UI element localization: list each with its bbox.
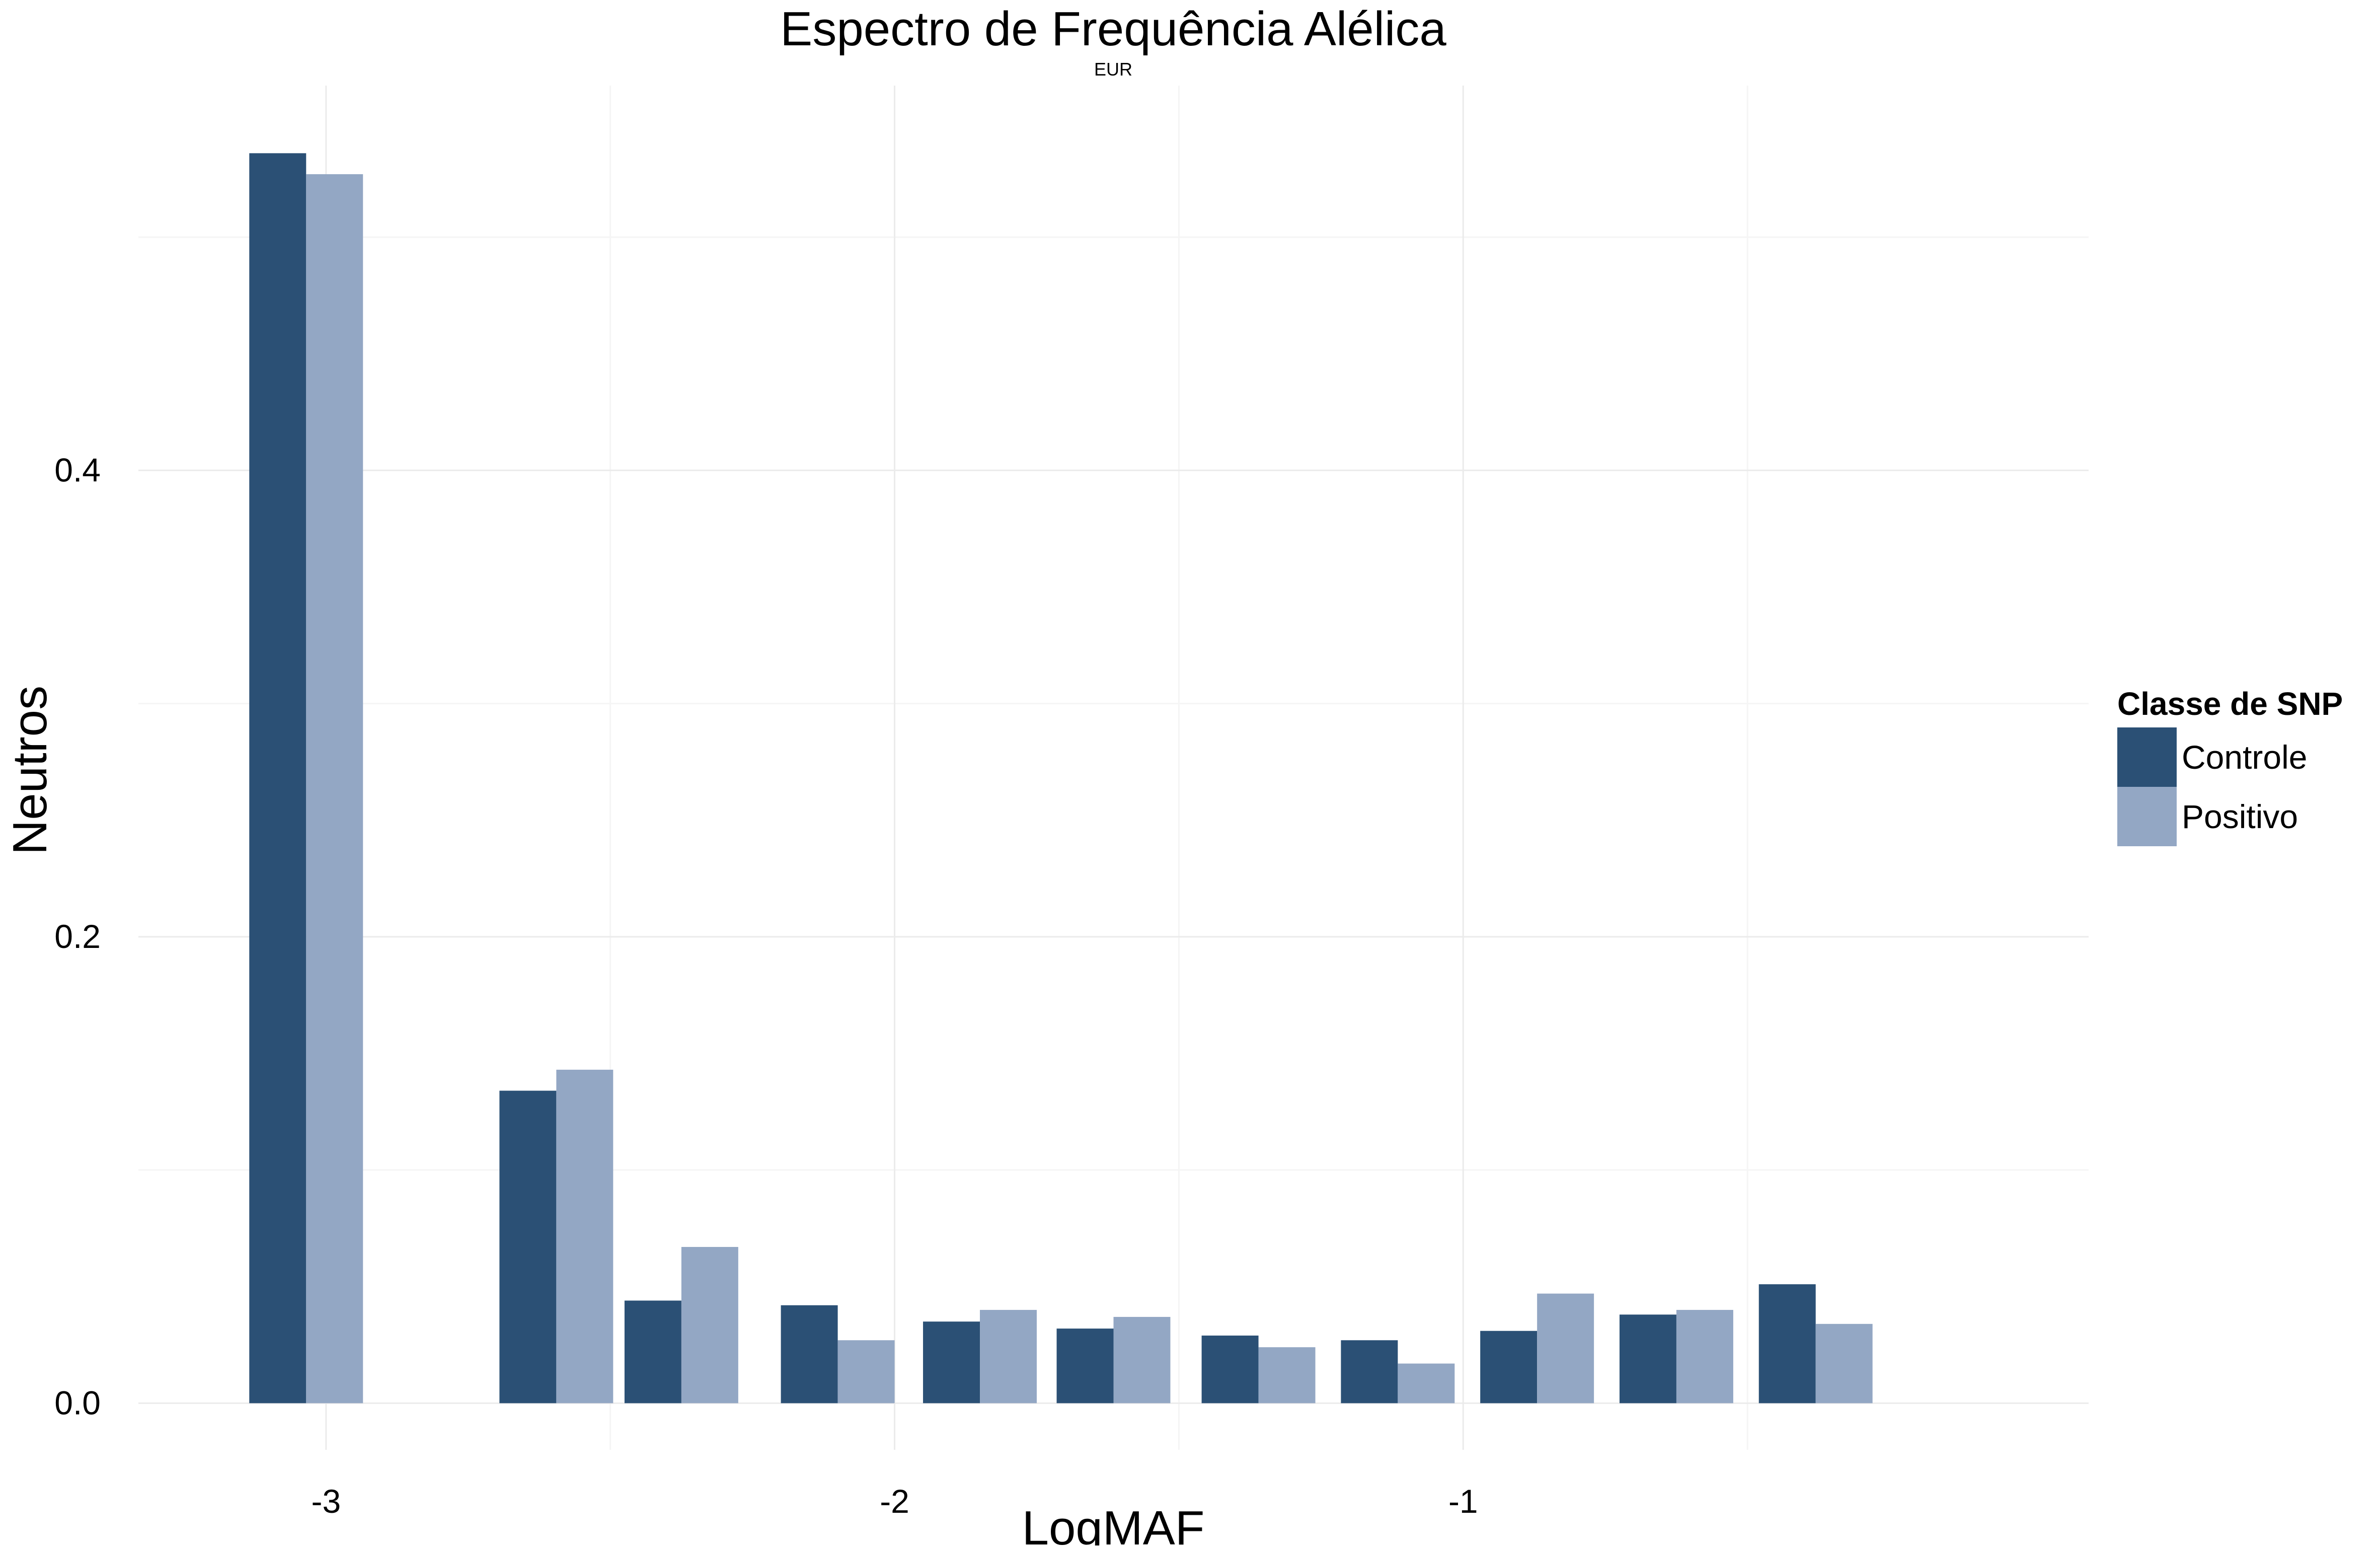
bar-controle — [1480, 1331, 1538, 1404]
x-tick-label: -2 — [880, 1483, 909, 1520]
bar-positivo — [1815, 1323, 1873, 1404]
legend-items: Controle Positivo — [2117, 727, 2307, 846]
x-axis-tick-labels: -3 -2 -1 — [311, 1483, 1478, 1520]
chart-subtitle: EUR — [1094, 59, 1132, 80]
bar-controle — [499, 1090, 557, 1404]
bar-controle — [1341, 1340, 1398, 1404]
bar-controle — [1201, 1336, 1259, 1404]
legend-label-controle: Controle — [2182, 739, 2307, 776]
chart-title: Espectro de Frequência Alélica — [780, 2, 1446, 56]
bar-positivo — [837, 1340, 895, 1404]
legend-key-controle — [2117, 727, 2177, 787]
bar-controle — [1619, 1314, 1676, 1404]
bar-positivo — [306, 174, 363, 1404]
legend-key-positivo — [2117, 787, 2177, 846]
legend: Classe de SNP Controle Positivo — [2117, 686, 2343, 846]
y-axis-title: Neutros — [3, 686, 57, 855]
bar-positivo — [1537, 1293, 1594, 1404]
y-tick-label: 0.2 — [54, 918, 101, 955]
bar-controle — [923, 1321, 980, 1404]
bar-controle — [249, 153, 306, 1404]
legend-label-positivo: Positivo — [2182, 798, 2298, 835]
bar-positivo — [1676, 1310, 1733, 1404]
bar-positivo — [980, 1310, 1037, 1404]
legend-title: Classe de SNP — [2117, 686, 2343, 722]
x-tick-label: -1 — [1448, 1483, 1478, 1520]
x-tick-label: -3 — [311, 1483, 341, 1520]
bar-controle — [1758, 1284, 1816, 1404]
y-axis-tick-labels: 0.0 0.2 0.4 — [54, 451, 101, 1421]
bar-controle — [1056, 1329, 1114, 1404]
y-tick-label: 0.4 — [54, 451, 101, 488]
bar-controle — [624, 1300, 681, 1404]
bars — [249, 153, 1873, 1404]
x-axis-title: LogMAF — [1022, 1501, 1205, 1545]
grid-lines — [138, 86, 2089, 1450]
bar-positivo — [1258, 1347, 1316, 1404]
bar-positivo — [681, 1246, 738, 1404]
bar-positivo — [1398, 1363, 1455, 1404]
bar-controle — [781, 1305, 838, 1404]
y-tick-label: 0.0 — [54, 1384, 101, 1421]
bar-positivo — [1113, 1316, 1171, 1404]
bar-positivo — [556, 1069, 613, 1404]
